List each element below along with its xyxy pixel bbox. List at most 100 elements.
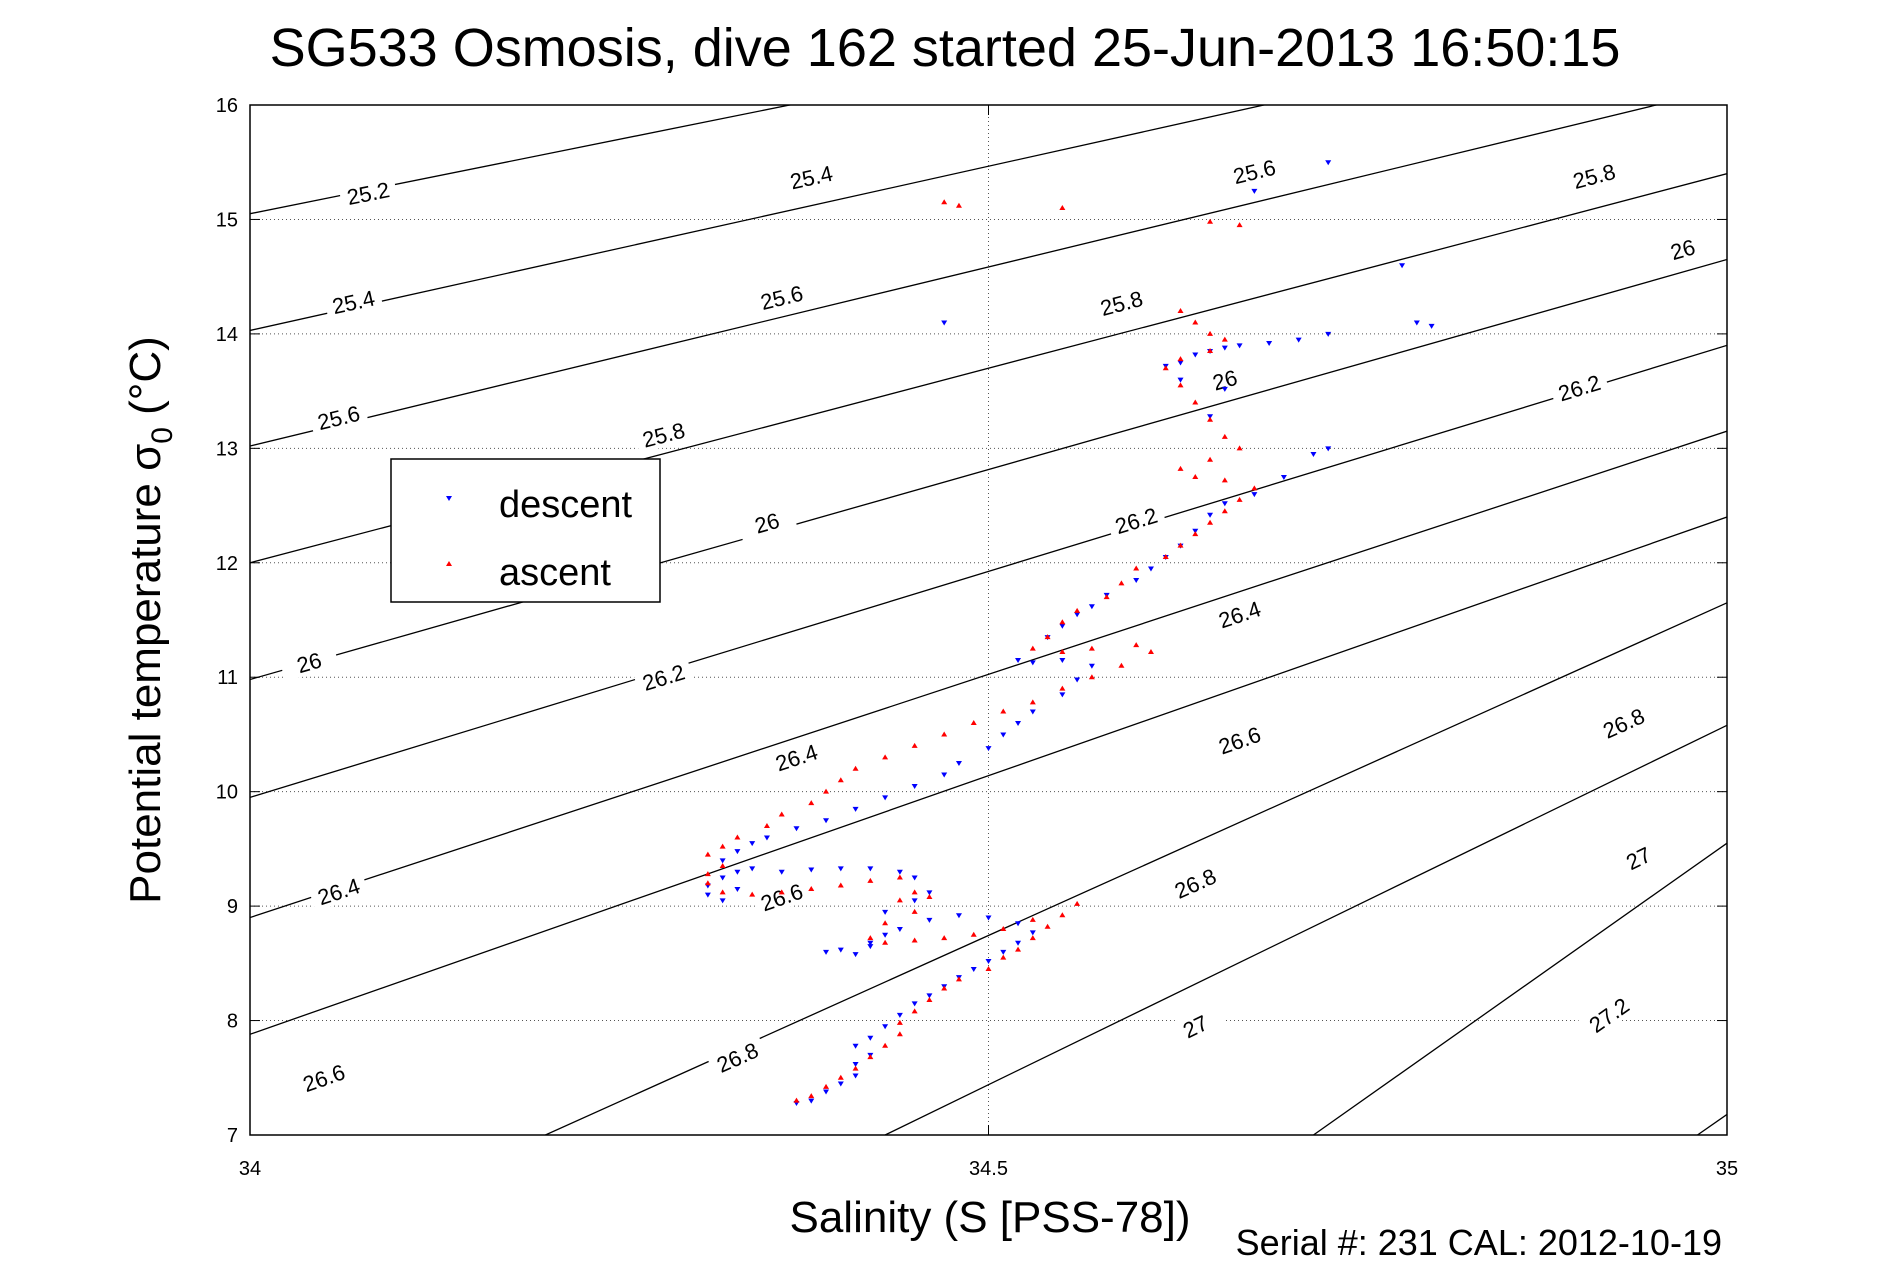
ascent-point [896,897,903,903]
ascent-point [867,877,874,883]
legend: descent ascent [390,458,661,603]
descent-point [882,1024,889,1030]
ascent-point [763,823,770,828]
ascent-point [1059,619,1066,625]
legend-box [390,458,661,603]
ascent-point [1029,935,1036,941]
descent-point [852,952,859,958]
y-tick-label: 7 [227,1125,238,1147]
ascent-point [970,720,977,725]
ascent-point [1207,416,1214,422]
x-tick-label: 34.5 [969,1158,1008,1180]
ascent-point [1059,649,1066,655]
plot-background [250,105,1727,1135]
descent-point [778,869,785,875]
ascent-point [1118,580,1125,586]
contour-label-bg [765,735,827,778]
descent-point [926,917,933,923]
ascent-point [882,1042,889,1048]
ascent-point [1162,554,1169,560]
ascent-point [823,1083,830,1089]
ascent-point [970,931,977,937]
ascent-point [926,893,933,899]
contour-line [250,516,1727,1035]
contour-label-bg [1208,592,1270,635]
ascent-point [1029,645,1036,651]
contour-line [250,105,1267,332]
descent-point [1088,604,1095,610]
ascent-point [911,742,918,748]
ascent-point [1207,519,1214,525]
descent-point [911,898,918,904]
descent-point [955,761,962,767]
descent-point [1280,474,1287,480]
descent-point [1015,921,1022,927]
descent-point [837,1081,844,1087]
ascent-point [1059,912,1066,918]
ascent-point [1044,634,1051,640]
descent-point [1000,949,1007,955]
contour-label-bg [323,282,384,320]
legend-ascent-label: ascent [499,552,611,594]
ascent-point [882,920,889,926]
ascent-point [1162,365,1169,371]
descent-point [808,1098,815,1104]
ascent-point [1000,708,1007,714]
descent-point [955,913,962,919]
descent-point [926,993,933,999]
contour-line [250,105,1659,447]
descent-point [1325,331,1332,337]
ascent-point [808,1093,815,1099]
x-axis-label: Salinity (S [PSS-78]) [789,1193,1190,1242]
y-tick-label: 15 [216,209,238,231]
ascent-point [852,765,859,771]
descent-point [734,886,741,892]
descent-point [1074,677,1081,683]
contour-label-bg [1194,358,1256,399]
y-axis-label-unit: (°C) [121,336,170,415]
descent-point [1029,709,1036,715]
descent-point [1428,323,1435,329]
contour-line [250,430,1727,919]
descent-point [852,1062,859,1068]
ascent-point [1207,330,1214,336]
ascent-point [1177,465,1184,471]
contour-label-bg [1163,1001,1226,1050]
ascent-point [1088,645,1095,651]
descent-point [1295,337,1302,343]
ascent-point [896,1031,903,1037]
contour-label-bg [1105,498,1167,541]
descent-point [1177,377,1184,383]
ascent-point [955,976,962,982]
descent-point [1147,566,1154,572]
ascent-point [911,908,918,914]
ascent-point [719,843,726,849]
contour-label-bg [1592,698,1655,746]
ascent-point [778,889,785,895]
chart-title: SG533 Osmosis, dive 162 started 25-Jun-2… [270,18,1621,78]
descent-point [1266,341,1273,347]
ascent-point [808,800,815,806]
contour-label-bg [1607,833,1669,882]
descent-point [823,949,830,955]
ascent-point [1221,508,1228,514]
descent-point [1074,612,1081,618]
ascent-point [1000,926,1007,931]
ascent-point [1074,900,1081,906]
serial-cal-footer: Serial #: 231 CAL: 2012-10-19 [1236,1222,1722,1262]
ascent-point [926,996,933,1002]
descent-point [896,1012,903,1018]
descent-point [1251,188,1258,194]
ascent-point [1177,382,1184,388]
descent-point [852,1073,859,1079]
descent-point [985,915,992,921]
ascent-point [1221,477,1228,483]
ascent-point [1074,607,1081,613]
descent-point [911,783,918,789]
ascent-point [941,731,948,737]
contour-label-bg [1563,155,1625,195]
descent-point [837,947,844,953]
ascent-point [837,777,844,783]
ascent-point [882,939,889,945]
